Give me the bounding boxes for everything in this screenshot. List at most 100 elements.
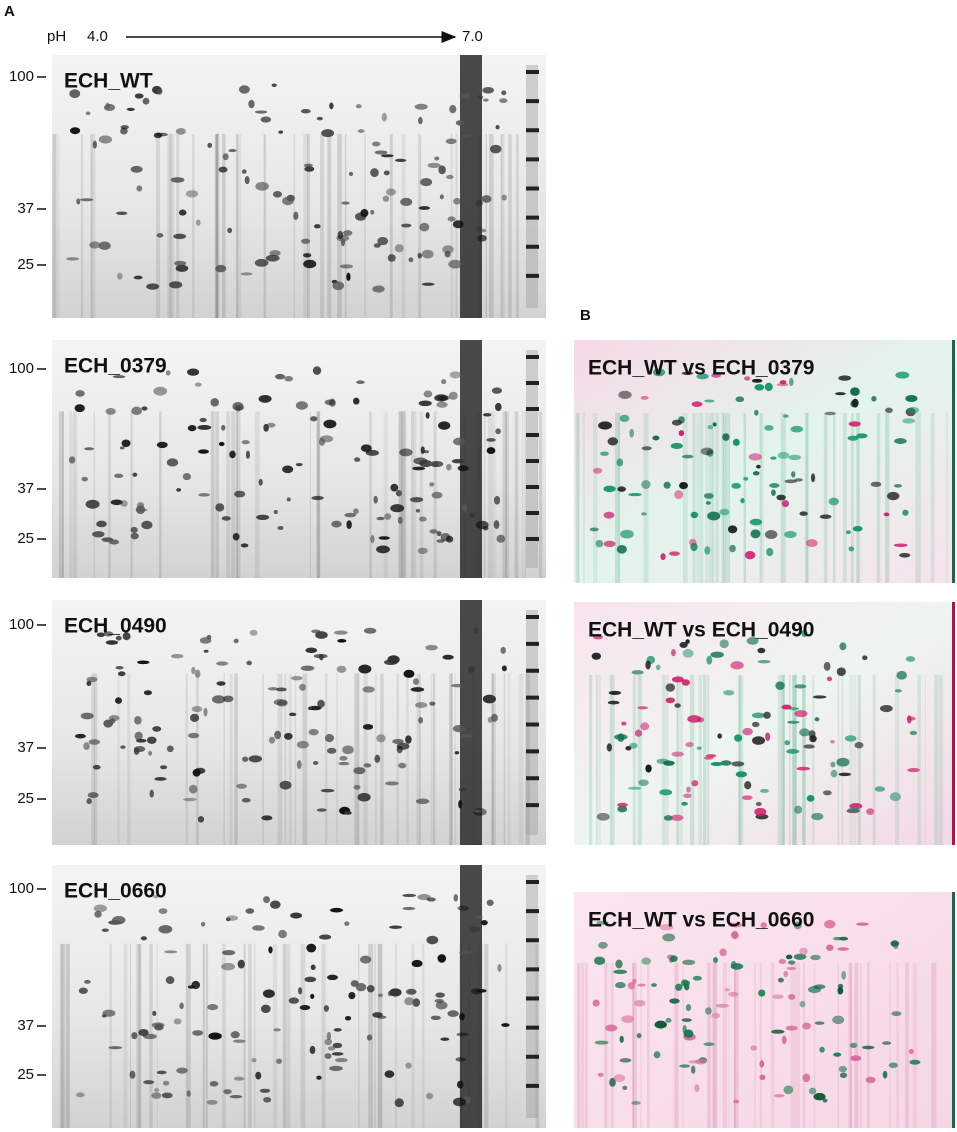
protein-spot bbox=[228, 149, 237, 153]
protein-spot bbox=[783, 970, 789, 978]
protein-spot bbox=[187, 985, 195, 989]
protein-spot bbox=[902, 418, 916, 424]
protein-spot bbox=[353, 508, 359, 514]
protein-spot bbox=[83, 979, 91, 984]
gel-streak bbox=[327, 133, 332, 318]
protein-spot bbox=[378, 536, 390, 540]
gel-streak bbox=[596, 674, 601, 845]
protein-spot bbox=[232, 533, 240, 541]
gel-streak bbox=[413, 411, 417, 578]
gel-name: ECH_0379 bbox=[64, 355, 167, 378]
gel-streak bbox=[857, 674, 861, 845]
protein-spot bbox=[218, 166, 228, 173]
protein-spot bbox=[376, 545, 390, 554]
protein-spot bbox=[742, 727, 753, 736]
protein-spot bbox=[891, 1011, 902, 1017]
protein-spot bbox=[112, 375, 126, 379]
protein-spot bbox=[79, 198, 94, 202]
protein-spot bbox=[394, 1098, 404, 1108]
protein-spot bbox=[603, 511, 615, 519]
protein-spot bbox=[245, 908, 255, 914]
protein-spot bbox=[110, 499, 123, 506]
overlay-name: ECH_WT vs ECH_0379 bbox=[588, 357, 814, 380]
protein-spot bbox=[823, 661, 831, 671]
protein-spot bbox=[229, 450, 236, 459]
ladder-band bbox=[526, 273, 539, 278]
protein-spot bbox=[415, 798, 430, 805]
protein-spot bbox=[670, 814, 684, 821]
protein-spot bbox=[893, 484, 903, 488]
protein-spot bbox=[773, 1094, 785, 1098]
protein-spot bbox=[326, 1031, 332, 1041]
protein-spot bbox=[238, 85, 250, 94]
protein-spot bbox=[641, 480, 651, 489]
protein-spot bbox=[685, 742, 694, 748]
protein-spot bbox=[321, 129, 335, 138]
panels: ECH_WT 100 37 25 ECH_0379 100 37 25 ECH_0490 100 3… bbox=[9, 55, 955, 1128]
gel-streak bbox=[93, 411, 96, 578]
protein-spot bbox=[438, 421, 451, 430]
protein-spot bbox=[847, 435, 859, 441]
protein-spot bbox=[208, 1032, 222, 1040]
protein-spot bbox=[848, 546, 855, 552]
protein-spot bbox=[627, 786, 642, 790]
protein-spot bbox=[194, 767, 206, 774]
protein-spot bbox=[710, 761, 724, 767]
protein-spot bbox=[809, 735, 817, 743]
protein-spot bbox=[704, 399, 715, 403]
protein-spot bbox=[641, 512, 647, 516]
protein-spot bbox=[66, 257, 80, 261]
protein-spot bbox=[625, 746, 632, 751]
gel-streak bbox=[682, 962, 684, 1128]
ladder-band bbox=[526, 244, 539, 249]
protein-spot bbox=[814, 1021, 825, 1025]
protein-spot bbox=[619, 414, 630, 423]
protein-spot bbox=[429, 529, 438, 534]
protein-spot bbox=[674, 703, 681, 708]
protein-spot bbox=[788, 454, 802, 461]
protein-spot bbox=[431, 491, 443, 499]
protein-spot bbox=[153, 894, 159, 899]
protein-spot bbox=[199, 637, 212, 644]
protein-spot bbox=[674, 983, 683, 991]
protein-spot bbox=[487, 716, 493, 724]
protein-spot bbox=[700, 447, 714, 456]
gel-panel: ECH_0379 100 37 25 bbox=[9, 340, 546, 578]
protein-spot bbox=[344, 811, 352, 815]
protein-spot bbox=[906, 715, 912, 724]
protein-spot bbox=[216, 681, 226, 686]
protein-spot bbox=[744, 550, 756, 560]
gel-panel: ECH_0660 100 37 25 bbox=[9, 865, 546, 1128]
protein-spot bbox=[312, 761, 319, 765]
ladder-band bbox=[526, 459, 539, 463]
gel-streak bbox=[684, 412, 688, 583]
protein-spot bbox=[312, 366, 322, 375]
protein-spot bbox=[317, 699, 325, 708]
protein-spot bbox=[822, 1098, 828, 1103]
protein-spot bbox=[783, 1085, 794, 1095]
protein-spot bbox=[427, 162, 441, 169]
protein-spot bbox=[614, 733, 628, 741]
gel-streak bbox=[703, 674, 707, 845]
protein-spot bbox=[358, 664, 372, 674]
protein-spot bbox=[447, 1010, 459, 1017]
protein-spot bbox=[814, 717, 820, 722]
protein-spot bbox=[302, 253, 312, 258]
protein-spot bbox=[142, 1033, 157, 1040]
protein-spot bbox=[355, 983, 367, 992]
gel-streak bbox=[294, 673, 297, 845]
gel-streak bbox=[430, 673, 433, 845]
protein-spot bbox=[879, 704, 893, 713]
protein-spot bbox=[108, 1046, 123, 1050]
ladder-band bbox=[526, 909, 539, 914]
protein-spot bbox=[120, 127, 128, 135]
protein-spot bbox=[707, 511, 721, 521]
gel-streak bbox=[525, 673, 530, 845]
protein-spot bbox=[696, 373, 709, 380]
protein-spot bbox=[133, 745, 146, 753]
gel-streak bbox=[895, 674, 900, 845]
gel-streak bbox=[696, 412, 701, 583]
overlay-name: ECH_WT vs ECH_0660 bbox=[588, 909, 814, 932]
protein-spot bbox=[324, 734, 335, 743]
gel-streak bbox=[484, 943, 489, 1128]
